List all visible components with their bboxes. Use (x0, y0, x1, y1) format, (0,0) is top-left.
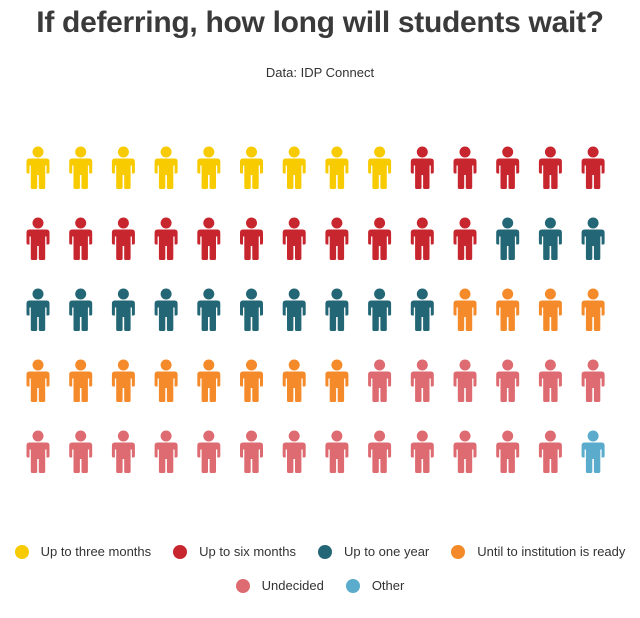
legend-label: Up to six months (199, 544, 296, 559)
person-icon (538, 359, 562, 402)
person-icon (154, 359, 178, 402)
legend-swatch (345, 578, 360, 593)
person-icon (282, 217, 306, 260)
legend-item[interactable]: Other (345, 578, 405, 593)
person-icon (581, 146, 605, 189)
person-icon (154, 217, 178, 260)
person-icon (581, 430, 605, 473)
person-icon (26, 288, 50, 331)
person-icon (581, 217, 605, 260)
person-icon (154, 430, 178, 473)
person-icon (197, 217, 221, 260)
person-icon (240, 288, 263, 331)
legend-swatch (451, 544, 466, 559)
person-icon (240, 146, 263, 189)
chart-title: If deferring, how long will students wai… (36, 6, 604, 39)
legend-row-2: Undecided Other (0, 578, 640, 593)
legend-item[interactable]: Up to three months (14, 544, 152, 559)
person-icon (496, 359, 520, 402)
person-icon (111, 217, 135, 260)
person-icon (538, 146, 562, 189)
person-icon (368, 217, 392, 260)
person-icon (453, 217, 477, 260)
person-icon (69, 430, 93, 473)
person-icon (69, 217, 93, 260)
person-icon (282, 430, 306, 473)
person-icon (197, 288, 221, 331)
person-icon (453, 430, 477, 473)
person-icon (538, 288, 562, 331)
person-icon (111, 359, 135, 402)
person-icon (282, 288, 306, 331)
person-icon (410, 288, 434, 331)
person-icon (410, 430, 434, 473)
person-icon (26, 359, 50, 402)
person-icon (368, 146, 392, 189)
legend-item[interactable]: Until to institution is ready (451, 544, 625, 559)
legend-label: Up to three months (40, 544, 152, 559)
legend-swatch (173, 544, 188, 559)
person-icon (368, 359, 392, 402)
person-icon (410, 359, 434, 402)
person-icon (197, 359, 221, 402)
person-icon (240, 359, 263, 402)
legend-label: Undecided (261, 578, 324, 593)
person-icon (26, 146, 50, 189)
person-icon (240, 430, 263, 473)
person-icon (453, 288, 477, 331)
person-icon (496, 146, 520, 189)
person-icon (325, 217, 349, 260)
person-icon (453, 146, 477, 189)
pictogram-grid (26, 146, 605, 473)
person-icon (111, 146, 135, 189)
person-icon (154, 288, 178, 331)
legend-label: Other (371, 578, 405, 593)
legend-item[interactable]: Undecided (235, 578, 324, 593)
person-icon (538, 217, 562, 260)
person-icon (197, 430, 221, 473)
person-icon (111, 288, 135, 331)
legend-label: Until to institution is ready (477, 544, 626, 559)
person-icon (197, 146, 221, 189)
person-icon (282, 146, 306, 189)
person-icon (410, 217, 434, 260)
person-icon (26, 217, 50, 260)
person-icon (581, 359, 605, 402)
person-icon (325, 430, 349, 473)
person-icon (325, 359, 349, 402)
person-icon (240, 217, 263, 260)
person-icon (368, 430, 392, 473)
legend-item[interactable]: Up to six months (173, 544, 296, 559)
person-icon (368, 288, 392, 331)
person-icon (69, 146, 93, 189)
person-icon (453, 359, 477, 402)
person-icon (538, 430, 562, 473)
person-icon (69, 288, 93, 331)
person-icon (496, 430, 520, 473)
person-icon (325, 288, 349, 331)
person-icon (496, 288, 520, 331)
legend-row-1: Up to three months Up to six months Up to … (0, 544, 640, 559)
person-icon (69, 359, 93, 402)
legend-swatch (235, 578, 250, 593)
person-icon (325, 146, 349, 189)
legend-swatch (14, 544, 29, 559)
person-icon (111, 430, 135, 473)
legend-swatch (317, 544, 332, 559)
person-icon (496, 217, 520, 260)
person-icon (26, 430, 50, 473)
person-icon (410, 146, 434, 189)
legend-item[interactable]: Up to one year (317, 544, 430, 559)
person-icon (282, 359, 306, 402)
legend-label: Up to one year (343, 544, 430, 559)
person-icon (581, 288, 605, 331)
chart-subtitle: Data: IDP Connect (265, 65, 375, 80)
person-icon (154, 146, 178, 189)
